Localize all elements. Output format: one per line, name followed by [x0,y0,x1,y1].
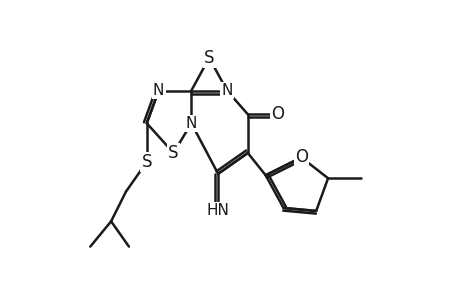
Text: N: N [185,116,196,131]
Text: HN: HN [206,203,229,218]
Text: HN: HN [206,203,229,218]
Text: N: N [153,83,164,98]
Text: O: O [294,148,307,166]
Text: S: S [141,153,151,171]
Text: S: S [168,144,179,162]
Text: N: N [221,83,232,98]
Text: S: S [203,49,214,67]
Text: O: O [270,105,284,123]
